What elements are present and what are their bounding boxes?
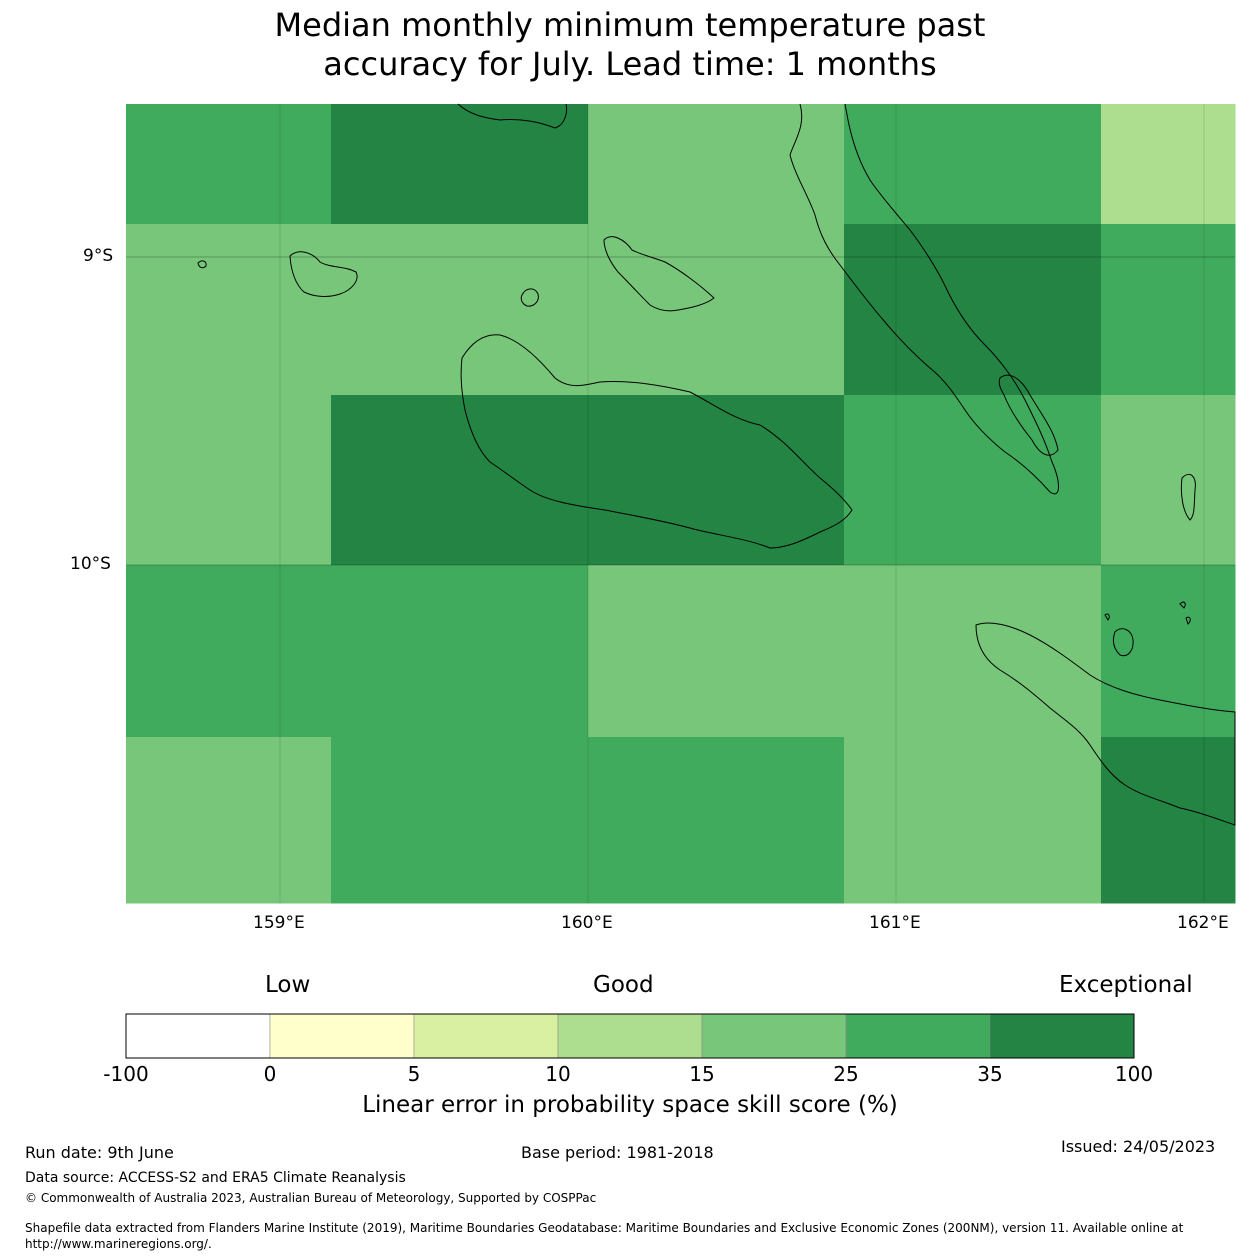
grid-cell	[588, 395, 717, 566]
colorbar	[125, 1013, 1135, 1059]
grid-cell	[588, 224, 717, 396]
grid-cell	[459, 565, 589, 738]
coastline-malaita	[789, 103, 1059, 495]
grid-cells	[126, 104, 1236, 904]
colorbar-tick-25: 25	[833, 1062, 859, 1086]
grid-cell	[716, 565, 845, 738]
coastline-savo	[520, 288, 539, 307]
grid-cell	[716, 737, 845, 904]
coastline-russell-islands	[289, 251, 358, 297]
grid-cell	[1101, 395, 1236, 566]
grid-cell	[716, 224, 845, 396]
grid-cell	[588, 737, 717, 904]
grid-cell	[844, 104, 973, 225]
grid-cell	[844, 395, 973, 566]
lon-label-160e: 160°E	[561, 913, 613, 933]
title-line-1: Median monthly minimum temperature past	[274, 6, 986, 44]
colorbar-segments	[125, 1013, 1135, 1059]
grid-cell	[459, 737, 589, 904]
colorbar-segment	[557, 1013, 703, 1059]
grid-cell	[588, 104, 717, 225]
grid-cell	[972, 565, 1102, 738]
colorbar-segment	[989, 1013, 1135, 1059]
grid-cell	[844, 737, 973, 904]
colorbar-tick-10: 10	[545, 1062, 571, 1086]
coastline-russell-islet	[197, 260, 207, 269]
colorbar-segment	[269, 1013, 415, 1059]
grid-cell	[126, 395, 332, 566]
run-date: Run date: 9th June	[25, 1143, 174, 1162]
colorbar-tick-35: 35	[977, 1062, 1003, 1086]
colorbar-segment	[413, 1013, 559, 1059]
colorbar-tick-neg100: -100	[103, 1062, 149, 1086]
colorbar-tick-100: 100	[1114, 1062, 1154, 1086]
data-source: Data source: ACCESS-S2 and ERA5 Climate …	[25, 1170, 406, 1186]
grid-cell	[972, 224, 1102, 396]
coastline-small-malaita	[998, 374, 1059, 456]
colorbar-tick-15: 15	[689, 1062, 715, 1086]
colorbar-label-low: Low	[265, 972, 311, 998]
shapefile-credit-line-2: http://www.marineregions.org/.	[25, 1237, 212, 1251]
grid-cell	[1101, 737, 1236, 904]
colorbar-label-exceptional: Exceptional	[1059, 972, 1193, 998]
lat-label-9s: 9°S	[83, 246, 114, 266]
coastline-makira	[975, 622, 1236, 826]
grid-cell	[1101, 565, 1236, 738]
grid-cell	[331, 565, 460, 738]
coastline-florida-islands	[603, 236, 715, 312]
base-period: Base period: 1981-2018	[521, 1143, 714, 1162]
colorbar-segment	[845, 1013, 991, 1059]
grid-cell	[331, 104, 460, 225]
coastline-north-islets	[457, 103, 568, 129]
lon-label-159e: 159°E	[253, 913, 305, 933]
grid-cell	[844, 224, 973, 396]
colorbar-segment	[701, 1013, 847, 1059]
skill-score-map	[126, 103, 1236, 904]
grid-cell	[331, 395, 460, 566]
grid-cell	[844, 565, 973, 738]
grid-cell	[126, 104, 332, 225]
grid-cell	[972, 104, 1102, 225]
colorbar-tick-0: 0	[263, 1062, 277, 1086]
coastline-ugi	[1112, 628, 1134, 657]
grid-cell	[126, 737, 332, 904]
grid-cell	[459, 224, 589, 396]
coastline-ulawa	[1180, 474, 1196, 521]
graticule	[126, 104, 1235, 903]
grid-cell	[126, 565, 332, 738]
lat-label-10s: 10°S	[70, 554, 111, 574]
lon-label-162e: 162°E	[1177, 913, 1229, 933]
grid-cell	[331, 737, 460, 904]
grid-cell	[716, 104, 845, 225]
grid-cell	[459, 104, 589, 225]
coastline-guadalcanal	[460, 334, 853, 549]
colorbar-tick-5: 5	[407, 1062, 421, 1086]
chart-title: Median monthly minimum temperature past …	[0, 6, 1260, 84]
issued-date: Issued: 24/05/2023	[1061, 1137, 1216, 1156]
colorbar-segment	[125, 1013, 271, 1059]
grid-cell	[459, 395, 589, 566]
grid-cell	[1101, 104, 1236, 225]
grid-cell	[588, 565, 717, 738]
title-line-2: accuracy for July. Lead time: 1 months	[323, 45, 937, 83]
coastline-olu-malau	[1104, 601, 1191, 625]
colorbar-label-good: Good	[593, 972, 654, 998]
lon-label-161e: 161°E	[869, 913, 921, 933]
coastlines	[197, 103, 1236, 826]
copyright: © Commonwealth of Australia 2023, Austra…	[25, 1191, 597, 1205]
grid-cell	[972, 395, 1102, 566]
grid-cell	[126, 224, 332, 396]
shapefile-credit-line-1: Shapefile data extracted from Flanders M…	[25, 1221, 1184, 1235]
grid-cell	[331, 224, 460, 396]
colorbar-caption: Linear error in probability space skill …	[362, 1092, 898, 1118]
grid-cell	[972, 737, 1102, 904]
colorbar-frame	[125, 1013, 1135, 1059]
grid-cell	[1101, 224, 1236, 396]
